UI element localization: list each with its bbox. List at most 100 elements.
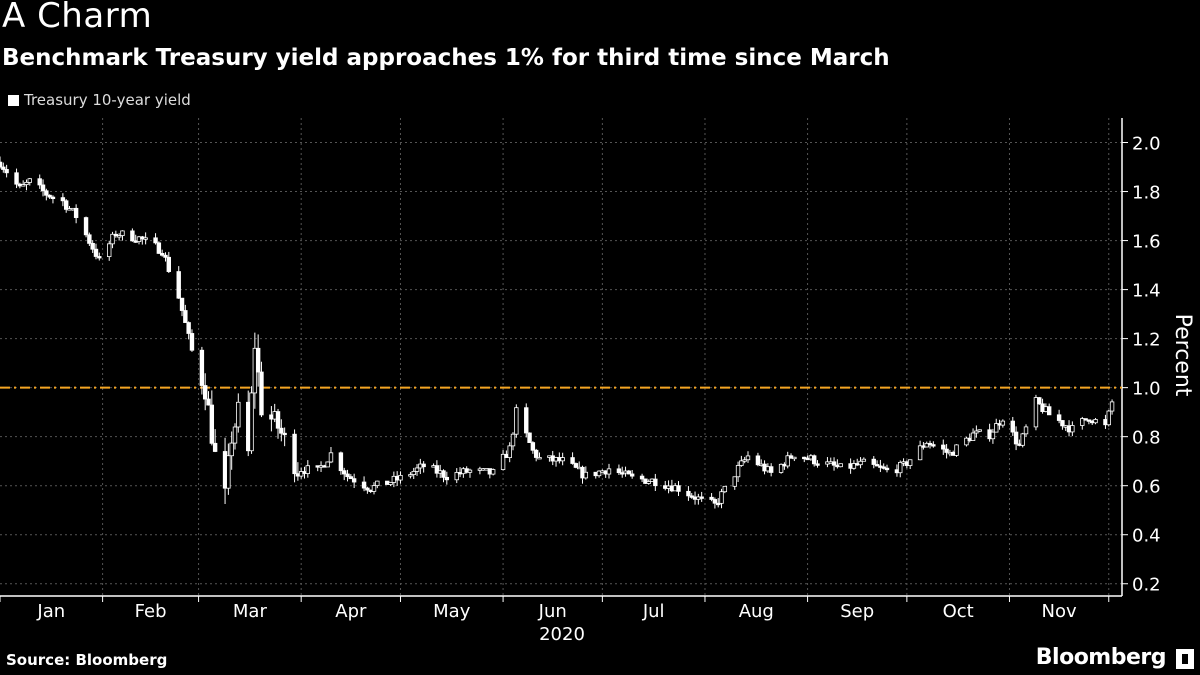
candle-body bbox=[716, 502, 721, 506]
candle-body bbox=[1056, 414, 1062, 421]
candle-body bbox=[236, 401, 241, 428]
candle-body bbox=[351, 478, 357, 483]
candle-body bbox=[342, 470, 347, 475]
candle-body bbox=[206, 398, 211, 406]
candle-body bbox=[524, 407, 529, 434]
x-tick-label: Nov bbox=[1042, 601, 1077, 622]
candle-body bbox=[1060, 420, 1065, 427]
y-tick-label: 0.8 bbox=[1132, 428, 1161, 449]
candle-body bbox=[570, 457, 575, 464]
candle-body bbox=[500, 453, 506, 470]
candle-body bbox=[292, 433, 297, 475]
candle-body bbox=[977, 429, 982, 432]
candle-body bbox=[371, 485, 377, 492]
legend-label: Treasury 10-year yield bbox=[24, 91, 191, 109]
chart-subtitle: Benchmark Treasury yield approaches 1% f… bbox=[2, 45, 890, 71]
x-tick-label: Mar bbox=[233, 601, 268, 622]
candle-body bbox=[434, 465, 440, 474]
x-tick-label: Jun bbox=[538, 601, 567, 622]
candle-body bbox=[1020, 433, 1025, 446]
source-note: Source: Bloomberg bbox=[6, 651, 168, 669]
candle-body bbox=[778, 463, 784, 473]
candle-body bbox=[629, 473, 635, 477]
candle-body bbox=[87, 234, 92, 244]
candle-body bbox=[120, 230, 125, 236]
legend: Treasury 10-year yield bbox=[8, 91, 191, 109]
candle-body bbox=[1106, 410, 1111, 426]
candle-body bbox=[0, 161, 3, 168]
candle-body bbox=[166, 256, 171, 272]
candle-body bbox=[917, 445, 923, 461]
candle-body bbox=[533, 449, 539, 458]
candle-body bbox=[27, 178, 32, 183]
candle-body bbox=[970, 432, 976, 441]
x-tick-label: Oct bbox=[943, 601, 974, 622]
candle-body bbox=[927, 442, 933, 446]
candle-body bbox=[275, 411, 281, 429]
bloomberg-terminal-icon bbox=[1176, 649, 1194, 669]
candle-body bbox=[851, 463, 857, 469]
candle-body bbox=[328, 452, 334, 463]
candle-body bbox=[1109, 401, 1115, 412]
candle-body bbox=[941, 444, 946, 450]
candle-body bbox=[560, 457, 565, 462]
x-tick-label: Aug bbox=[739, 601, 774, 622]
y-tick-label: 1.0 bbox=[1132, 379, 1161, 400]
candle-body bbox=[606, 468, 612, 475]
candle-body bbox=[858, 460, 863, 466]
legend-swatch bbox=[8, 94, 19, 106]
candle-body bbox=[375, 480, 380, 487]
candle-body bbox=[14, 172, 19, 185]
candle-body bbox=[73, 207, 79, 218]
candle-body bbox=[20, 184, 26, 187]
candle-body bbox=[421, 463, 426, 468]
candle-body bbox=[1023, 426, 1029, 435]
candle-body bbox=[47, 194, 52, 198]
candle-body bbox=[444, 476, 450, 481]
candle-body bbox=[110, 233, 115, 245]
x-tick-label: May bbox=[433, 601, 471, 622]
candle-body bbox=[1, 166, 6, 170]
candle-body bbox=[944, 448, 949, 453]
candle-body bbox=[732, 476, 737, 487]
candle-body bbox=[414, 467, 420, 472]
candle-body bbox=[83, 217, 89, 236]
candle-body bbox=[411, 470, 416, 475]
candle-body bbox=[792, 456, 797, 460]
x-tick-label: Apr bbox=[335, 601, 367, 622]
candle-body bbox=[1080, 418, 1085, 426]
candle-body bbox=[441, 470, 446, 478]
candle-body bbox=[279, 427, 284, 434]
chart-title: A Charm bbox=[2, 0, 153, 36]
candle-body bbox=[861, 458, 867, 462]
y-tick-label: 1.8 bbox=[1132, 183, 1161, 204]
candle-body bbox=[871, 458, 876, 465]
candle-body bbox=[60, 197, 66, 202]
candle-body bbox=[107, 243, 112, 258]
candle-body bbox=[898, 461, 903, 474]
candle-body bbox=[490, 469, 496, 475]
candle-body bbox=[768, 466, 774, 473]
candle-body bbox=[785, 455, 790, 467]
x-tick-label: Feb bbox=[135, 601, 167, 622]
candle-body bbox=[874, 464, 880, 467]
y-tick-label: 0.2 bbox=[1132, 575, 1161, 596]
candle-body bbox=[709, 496, 714, 500]
candle-body bbox=[573, 463, 579, 468]
candle-body bbox=[954, 444, 959, 456]
candle-body bbox=[676, 485, 681, 492]
candle-body bbox=[755, 455, 761, 466]
candle-body bbox=[93, 248, 99, 257]
candle-body bbox=[907, 459, 913, 466]
candle-body bbox=[282, 432, 287, 436]
candle-body bbox=[815, 463, 820, 466]
candle-body bbox=[881, 466, 886, 469]
y-tick-label: 2.0 bbox=[1132, 134, 1161, 155]
candle-body bbox=[37, 178, 42, 186]
candle-body bbox=[398, 474, 403, 481]
candle-body bbox=[1013, 431, 1019, 445]
candle-body bbox=[305, 465, 311, 474]
candle-body bbox=[212, 442, 218, 452]
candle-body bbox=[348, 476, 354, 480]
